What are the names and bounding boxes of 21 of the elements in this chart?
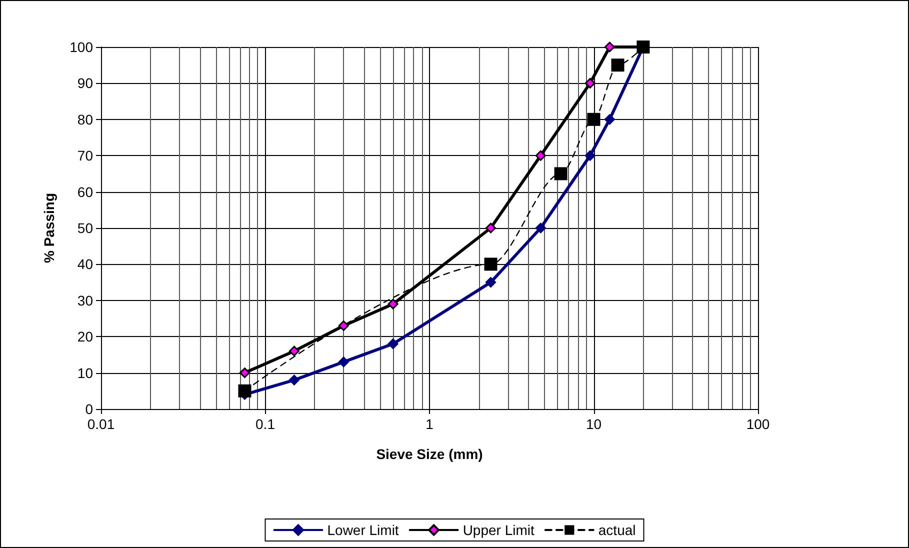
legend-label: actual [598,522,636,538]
y-tick-label: 0 [85,401,94,417]
y-axis-title: % Passing [41,192,57,264]
y-tick-label: 100 [70,39,94,55]
y-tick-label: 20 [77,328,94,345]
legend-label: Lower Limit [327,522,399,538]
x-tick-label: 0.01 [87,416,115,432]
x-tick-label: 10 [586,416,602,432]
y-tick-label: 10 [77,364,94,381]
legend-label: Upper Limit [462,522,535,538]
y-tick-label: 60 [77,184,94,200]
y-tick-label: 50 [77,220,94,236]
x-tick-label: 100 [746,416,770,432]
x-tick-label: 0.1 [256,416,276,432]
y-tick-label: 80 [77,111,94,128]
x-tick-label: 1 [426,416,434,432]
y-tick-label: 70 [77,148,94,164]
y-tick-label: 90 [77,75,94,92]
y-tick-label: 40 [77,256,94,272]
x-axis-title: Sieve Size (mm) [376,446,483,462]
y-tick-label: 30 [77,292,94,308]
